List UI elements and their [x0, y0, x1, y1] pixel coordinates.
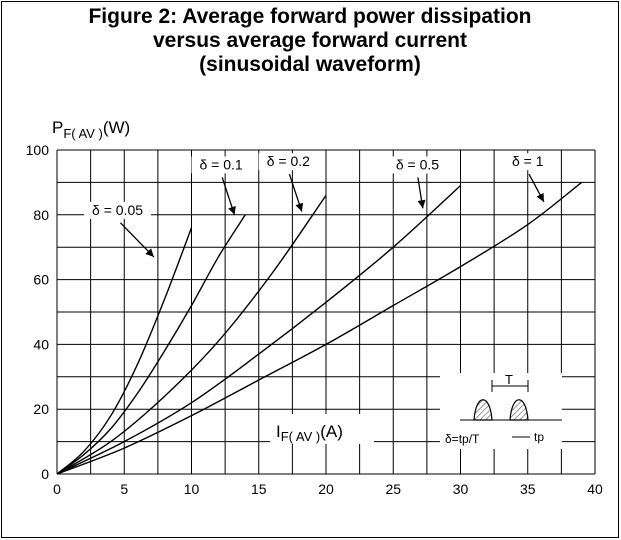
x-tick-label: 30: [453, 481, 469, 497]
series-curves: [56, 181, 582, 475]
series-line: [56, 214, 246, 475]
series-line: [56, 181, 582, 475]
waveform-inset: T δ=tp/T tp: [440, 372, 562, 449]
x-tick-label: 5: [120, 481, 128, 497]
annotation-label: δ = 0.05: [92, 202, 143, 218]
inset-pulse-2: [509, 399, 529, 421]
title-line-3: (sinusoidal waveform): [199, 53, 421, 76]
y-tick-label: 0: [41, 466, 49, 482]
annotation-label: δ = 1: [512, 153, 544, 169]
y-tick-label: 40: [33, 336, 49, 352]
y-tick-label: 100: [26, 142, 50, 158]
annotation-arrow-head: [536, 192, 544, 202]
y-tick-label: 20: [33, 401, 49, 417]
annotation-label: δ = 0.5: [396, 156, 439, 172]
curve-annotations: δ = 0.05 δ = 0.1 δ = 0.2 δ = 0.5 δ = 1: [84, 153, 550, 258]
annotation-arrow-head: [417, 199, 426, 209]
x-tick-label: 15: [251, 481, 267, 497]
x-tick-label: 20: [318, 481, 334, 497]
title-line-1: Figure 2: Average forward power dissipat…: [88, 5, 532, 28]
x-tick-label: 0: [53, 481, 61, 497]
y-tick-label: 60: [33, 272, 49, 288]
annotation-label-bg: [387, 156, 448, 174]
annotation-label-bg: [191, 156, 251, 174]
annotation-label-bg: [258, 153, 318, 171]
annotation-arrow-head: [228, 205, 236, 215]
annotation-label: δ = 0.2: [267, 153, 310, 169]
inset-pulse-1: [473, 399, 493, 421]
x-tick-label: 25: [385, 481, 401, 497]
x-tick-label: 40: [587, 481, 603, 497]
x-axis-label-bg: [270, 414, 374, 444]
annotation-label-bg: [505, 153, 550, 171]
inset-pulse-label: tp: [534, 430, 544, 444]
y-axis-label: PF( AV )(W): [52, 118, 130, 141]
x-tick-label: 35: [520, 481, 536, 497]
x-axis-label: IF( AV )(A): [276, 422, 343, 444]
series-line: [56, 194, 327, 475]
inset-period-label: T: [505, 372, 513, 387]
series-line: [56, 227, 193, 475]
annotation-label-bg: [84, 201, 151, 219]
tick-labels: 0 5 10 15 20 25 30 35 40 0 20 40 60 80 100: [26, 142, 603, 497]
annotation-arrow-head: [145, 248, 154, 257]
x-tick-label: 10: [184, 481, 200, 497]
annotation-arrow-head: [295, 202, 304, 212]
annotation-label: δ = 0.1: [199, 156, 242, 172]
title-line-2: versus average forward current: [153, 29, 467, 52]
inset-duty-label: δ=tp/T: [445, 432, 480, 446]
chart-title: Figure 2: Average forward power dissipat…: [2, 5, 618, 77]
y-tick-label: 80: [33, 207, 49, 223]
series-line: [56, 185, 461, 475]
